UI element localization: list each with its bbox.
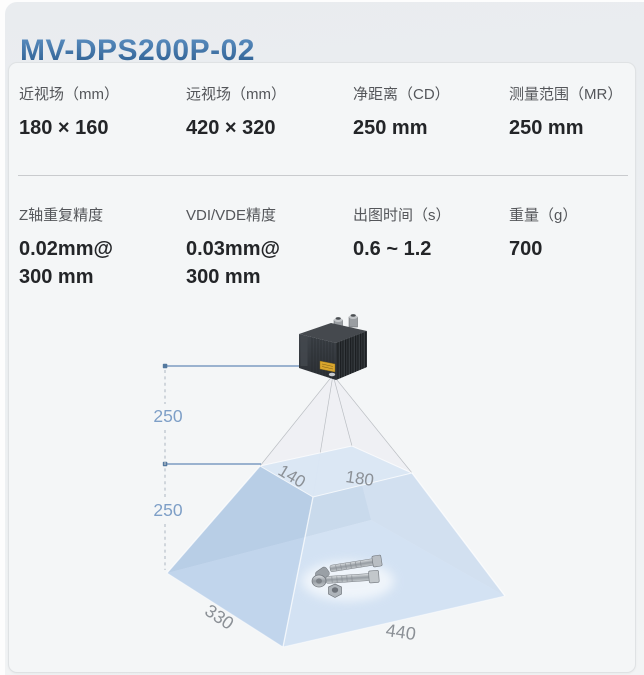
- spec-value-line1: 700: [509, 238, 543, 260]
- product-title: MV-DPS200P-02: [20, 34, 255, 68]
- spec-value: 420 × 320: [186, 117, 276, 139]
- spec-label: 测量范围（MR）: [509, 86, 623, 103]
- camera-3d-sensor: [299, 314, 367, 380]
- dimension-lines: 250 250: [153, 363, 307, 570]
- screw-cap-head: [311, 566, 330, 588]
- spec-value-line1: 0.02mm@: [19, 238, 113, 260]
- camera-lens-glint: [328, 372, 336, 377]
- bolt-upper: [329, 554, 383, 572]
- spec-clear-distance: 净距离（CD） 250 mm: [353, 85, 450, 142]
- bolt-lower: [325, 570, 380, 584]
- spec-value: 250 mm: [353, 117, 428, 139]
- cd-dimension-label: 250: [153, 406, 182, 426]
- sample-bolts: [302, 554, 394, 601]
- camera-top-face: [299, 323, 367, 343]
- spec-measure-range: 测量范围（MR） 250 mm: [509, 85, 622, 142]
- spec-label: 出图时间（s）: [353, 207, 451, 224]
- spec-value-line2: 300 mm: [186, 266, 261, 288]
- spec-label: 重量（g）: [509, 207, 578, 224]
- spec-imaging-time: 出图时间（s） 0.6 ~ 1.2: [353, 206, 451, 263]
- spec-label: 远视场（mm）: [186, 86, 286, 103]
- cd-line-endpoint-dot: [162, 363, 168, 369]
- spec-label: VDI/VDE精度: [186, 207, 277, 224]
- pyramid-front-right-face: [283, 473, 505, 647]
- spec-value-line2: 300 mm: [19, 266, 94, 288]
- spec-value: 250 mm: [509, 117, 584, 139]
- spec-label: 近视场（mm）: [19, 86, 119, 103]
- spec-label: 净距离（CD）: [353, 86, 450, 103]
- pyramid-front-left-face: [167, 466, 313, 647]
- camera-warning-label: [319, 360, 336, 373]
- spec-value: 180 × 160: [19, 117, 109, 139]
- camera-side-panel: [300, 336, 308, 366]
- spec-weight: 重量（g） 700: [509, 206, 577, 263]
- mr-dimension-label: 250: [153, 500, 182, 520]
- spec-label: Z轴重复精度: [19, 207, 104, 224]
- spec-far-field: 远视场（mm） 420 × 320: [186, 85, 286, 142]
- spec-value-line1: 0.6 ~ 1.2: [353, 238, 432, 260]
- spec-vdi-vde: VDI/VDE精度 0.03mm@ 300 mm: [186, 206, 280, 291]
- far-length-label: 440: [385, 620, 418, 644]
- spec-near-field: 近视场（mm） 180 × 160: [19, 85, 119, 142]
- hex-nut: [328, 583, 342, 598]
- spec-value-line1: 0.03mm@: [186, 238, 280, 260]
- spec-z-repeatability: Z轴重复精度 0.02mm@ 300 mm: [19, 206, 113, 291]
- near-length-label: 180: [344, 467, 375, 490]
- pyramid-back-right-face: [352, 446, 505, 596]
- spec-divider: [18, 175, 628, 176]
- near-field-plane: [258, 445, 414, 498]
